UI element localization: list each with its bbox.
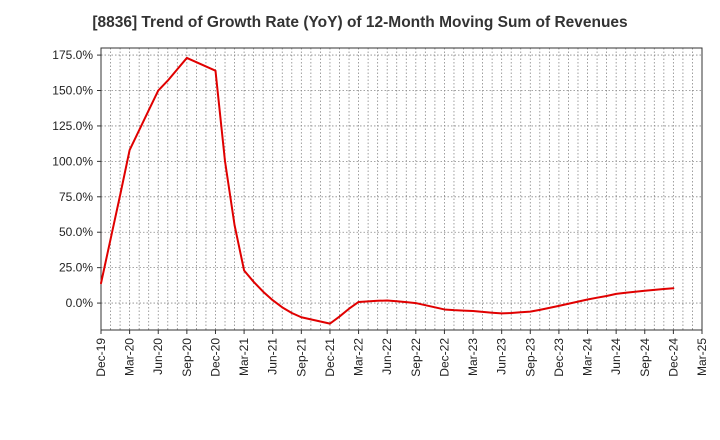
data-point <box>253 281 255 283</box>
data-point <box>119 194 121 196</box>
data-point <box>291 312 293 314</box>
data-point <box>434 306 436 308</box>
grid-layer <box>101 48 702 330</box>
data-point <box>625 292 627 294</box>
data-point <box>157 89 159 92</box>
data-point <box>300 316 302 318</box>
data-point <box>615 293 617 295</box>
x-tick-label: Jun-20 <box>151 338 165 375</box>
x-tick-label: Sep-22 <box>409 338 423 377</box>
data-point <box>567 303 570 305</box>
data-point <box>205 65 207 68</box>
data-point <box>443 308 446 311</box>
x-tick-label: Jun-21 <box>266 338 280 375</box>
data-point <box>262 291 264 293</box>
data-point <box>176 68 178 70</box>
data-point <box>462 309 465 312</box>
data-point <box>405 301 407 303</box>
data-point <box>357 301 360 303</box>
data-point <box>129 149 131 151</box>
x-tick-label: Mar-23 <box>466 338 480 376</box>
data-point <box>663 288 665 290</box>
data-point <box>653 289 655 291</box>
data-point <box>386 299 388 302</box>
data-point <box>138 129 140 131</box>
data-point <box>586 298 589 301</box>
x-tick-label: Mar-20 <box>123 338 137 376</box>
data-point <box>644 290 646 292</box>
y-tick-label: 25.0% <box>59 261 93 275</box>
tick-label-layer: 175.0% 150.0% 125.0% 100.0% 75.0% 50.0% 25.0% 0… <box>52 48 709 377</box>
y-tick-label: 100.0% <box>52 154 93 168</box>
data-point <box>510 312 512 314</box>
data-point <box>606 295 608 297</box>
data-point <box>453 309 455 311</box>
y-tick-label: 125.0% <box>52 119 93 133</box>
data-point <box>272 299 274 301</box>
data-point <box>224 160 226 162</box>
x-tick-label: Sep-20 <box>180 338 194 377</box>
x-tick-label: Sep-21 <box>294 338 308 377</box>
data-point <box>577 301 579 303</box>
data-point <box>233 224 236 226</box>
x-tick-label: Mar-24 <box>581 338 595 376</box>
y-tick-label: 150.0% <box>52 84 93 98</box>
x-tick-label: Mar-25 <box>695 338 709 376</box>
data-point <box>424 304 426 306</box>
x-tick-label: Jun-22 <box>380 338 394 375</box>
data-point <box>491 312 493 314</box>
data-point <box>529 310 531 313</box>
x-tick-label: Mar-22 <box>352 338 366 376</box>
data-point <box>481 311 484 313</box>
data-point <box>367 300 369 302</box>
data-point <box>338 315 341 318</box>
data-point <box>396 300 398 302</box>
plot-frame <box>100 47 703 331</box>
x-tick-label: Dec-24 <box>666 338 680 377</box>
data-point <box>377 300 379 302</box>
x-tick-label: Sep-23 <box>523 338 537 377</box>
data-point <box>195 61 197 63</box>
data-point <box>634 291 636 293</box>
x-tick-label: Dec-23 <box>552 338 566 377</box>
data-point <box>281 306 283 308</box>
data-point <box>148 109 150 111</box>
data-point <box>329 323 331 325</box>
data-point <box>672 287 674 289</box>
y-tick-label: 75.0% <box>59 190 93 204</box>
data-point <box>558 305 560 307</box>
data-point <box>214 70 217 72</box>
y-tick-label: 50.0% <box>59 225 93 239</box>
data-point <box>186 57 188 59</box>
data-point <box>310 318 312 320</box>
y-tick-label: 0.0% <box>66 296 94 310</box>
data-point <box>243 269 245 272</box>
data-point <box>539 309 541 311</box>
data-point <box>109 238 112 240</box>
x-tick-label: Jun-23 <box>495 338 509 375</box>
data-point <box>548 307 550 309</box>
data-point <box>100 282 102 284</box>
data-point <box>319 320 322 323</box>
x-tick-label: Dec-20 <box>208 338 222 377</box>
x-tick-label: Dec-22 <box>437 338 451 377</box>
data-point <box>415 302 417 304</box>
series-layer <box>100 56 675 325</box>
data-point <box>348 308 350 310</box>
x-tick-label: Dec-21 <box>323 338 337 377</box>
axis-layer <box>97 47 703 334</box>
x-tick-label: Jun-24 <box>609 338 623 375</box>
x-tick-label: Dec-19 <box>94 338 108 377</box>
data-point <box>596 297 598 299</box>
data-point <box>167 79 169 82</box>
data-point <box>520 311 522 313</box>
chart-title: [8836] Trend of Growth Rate (YoY) of 12-… <box>92 14 628 31</box>
x-tick-label: Sep-24 <box>638 338 652 377</box>
x-tick-label: Mar-21 <box>237 338 251 376</box>
data-point <box>501 312 503 315</box>
y-tick-label: 175.0% <box>52 48 93 62</box>
data-point <box>472 310 474 312</box>
